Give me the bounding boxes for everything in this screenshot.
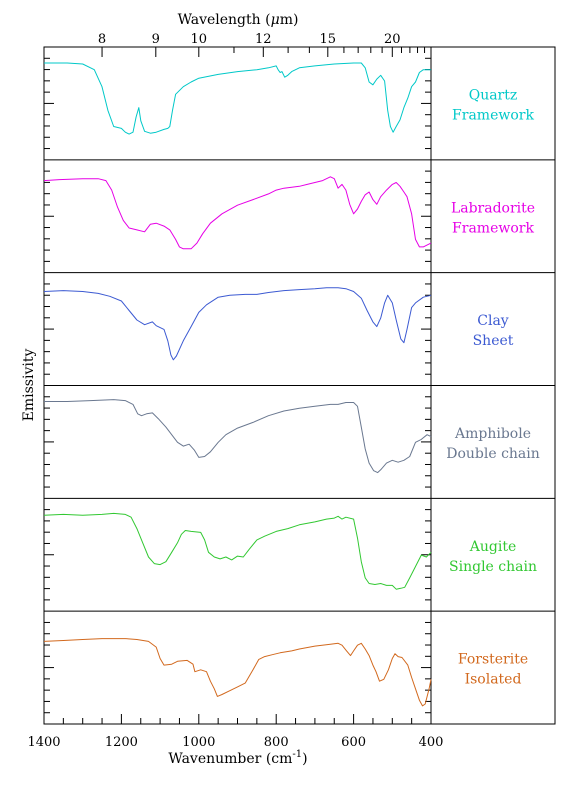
top-tick-label: 15 — [320, 32, 337, 47]
series-line — [43, 176, 432, 250]
top-tick-label: 8 — [98, 32, 106, 47]
top-tick-label: 9 — [152, 32, 160, 47]
panel-label: Quartz — [469, 87, 518, 103]
left-axis-ticks — [44, 57, 54, 714]
top-tick-label: 10 — [191, 32, 208, 47]
bottom-tick-label: 1200 — [105, 735, 138, 750]
series-line — [43, 287, 432, 361]
top-tick-labels: 8 9 10 12 15 20 — [98, 32, 401, 47]
bottom-tick-label: 1400 — [27, 735, 60, 750]
series-line — [43, 638, 432, 707]
panel-labels: Quartz Framework Labradorite Framework Clay S… — [446, 87, 540, 687]
top-axis-label: Wavelength (μm) — [178, 12, 299, 28]
panel-label: Framework — [452, 107, 534, 123]
bottom-tick-label: 600 — [341, 735, 366, 750]
panel-label: Augite — [469, 539, 516, 555]
panel-label: Single chain — [449, 559, 537, 575]
panel-label: Labradorite — [451, 200, 535, 216]
series-line — [44, 62, 431, 135]
panel-label: Amphibole — [454, 426, 531, 442]
panel-label: Framework — [452, 220, 534, 236]
panel-dividers — [44, 159, 555, 612]
panel-label: Sheet — [473, 333, 514, 349]
panel-label: Clay — [477, 313, 509, 329]
series-line — [44, 399, 432, 474]
panel-label: Forsterite — [458, 652, 528, 668]
bottom-tick-label: 1000 — [182, 735, 215, 750]
x-axis-label: Wavenumber (cm-1) — [168, 749, 307, 767]
bottom-tick-label: 800 — [264, 735, 289, 750]
series-line — [43, 512, 432, 590]
y-axis-label: Emissivity — [21, 349, 37, 422]
top-axis-title: Wavelength (μm) — [178, 12, 299, 28]
panel-label: Double chain — [446, 446, 540, 462]
spectra-lines — [43, 62, 432, 707]
top-tick-label: 12 — [255, 32, 272, 47]
top-tick-label: 20 — [384, 32, 401, 47]
bottom-tick-label: 400 — [419, 735, 444, 750]
top-axis-ticks — [101, 47, 432, 57]
panel-label: Isolated — [465, 672, 522, 688]
bottom-tick-labels: 1400 1200 1000 800 600 400 — [27, 735, 443, 750]
bottom-axis-ticks — [43, 714, 432, 724]
